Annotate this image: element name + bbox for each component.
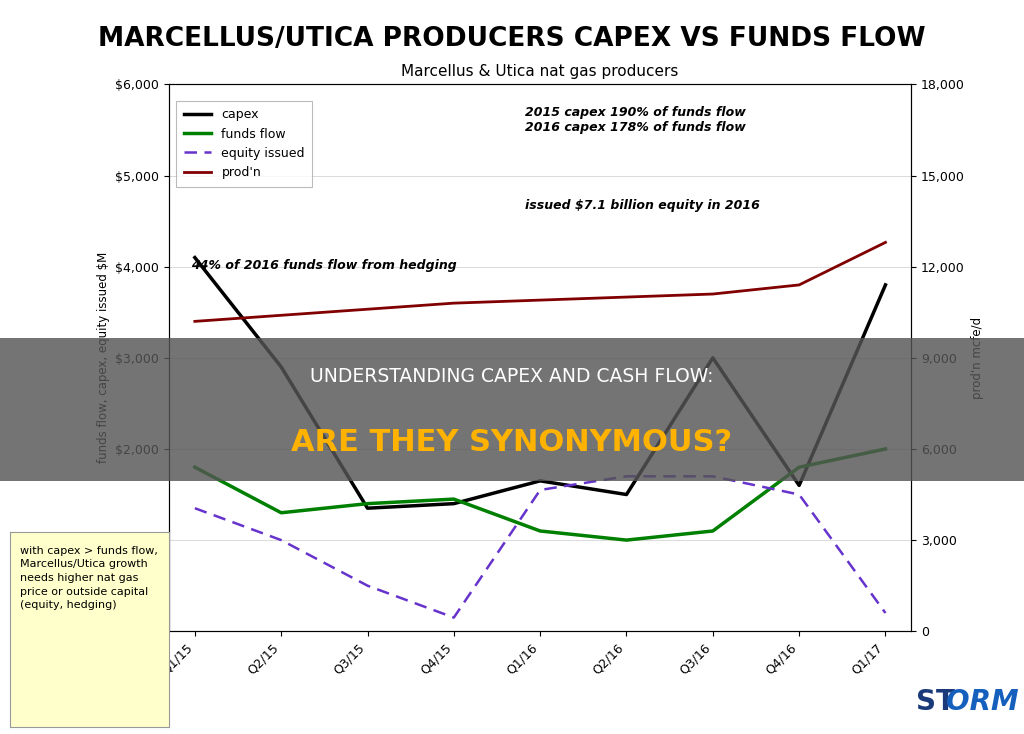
Legend: capex, funds flow, equity issued, prod'n: capex, funds flow, equity issued, prod'n — [176, 101, 312, 186]
Title: Marcellus & Utica nat gas producers: Marcellus & Utica nat gas producers — [401, 64, 679, 79]
Text: 44% of 2016 funds flow from hedging: 44% of 2016 funds flow from hedging — [191, 259, 457, 272]
Text: ORM: ORM — [946, 688, 1019, 716]
Y-axis label: funds flow, capex, equity issued $M: funds flow, capex, equity issued $M — [96, 252, 110, 463]
Text: ARE THEY SYNONYMOUS?: ARE THEY SYNONYMOUS? — [292, 428, 732, 457]
Text: issued $7.1 billion equity in 2016: issued $7.1 billion equity in 2016 — [525, 199, 760, 212]
Text: with capex > funds flow,
Marcellus/Utica growth
needs higher nat gas
price or ou: with capex > funds flow, Marcellus/Utica… — [19, 546, 158, 610]
Text: ST: ST — [916, 688, 955, 716]
Text: MARCELLUS/UTICA PRODUCERS CAPEX VS FUNDS FLOW: MARCELLUS/UTICA PRODUCERS CAPEX VS FUNDS… — [98, 26, 926, 51]
Text: UNDERSTANDING CAPEX AND CASH FLOW:: UNDERSTANDING CAPEX AND CASH FLOW: — [310, 367, 714, 386]
Y-axis label: prod'n mcfe/d: prod'n mcfe/d — [971, 317, 983, 399]
Text: 2015 capex 190% of funds flow
2016 capex 178% of funds flow: 2015 capex 190% of funds flow 2016 capex… — [525, 106, 746, 134]
